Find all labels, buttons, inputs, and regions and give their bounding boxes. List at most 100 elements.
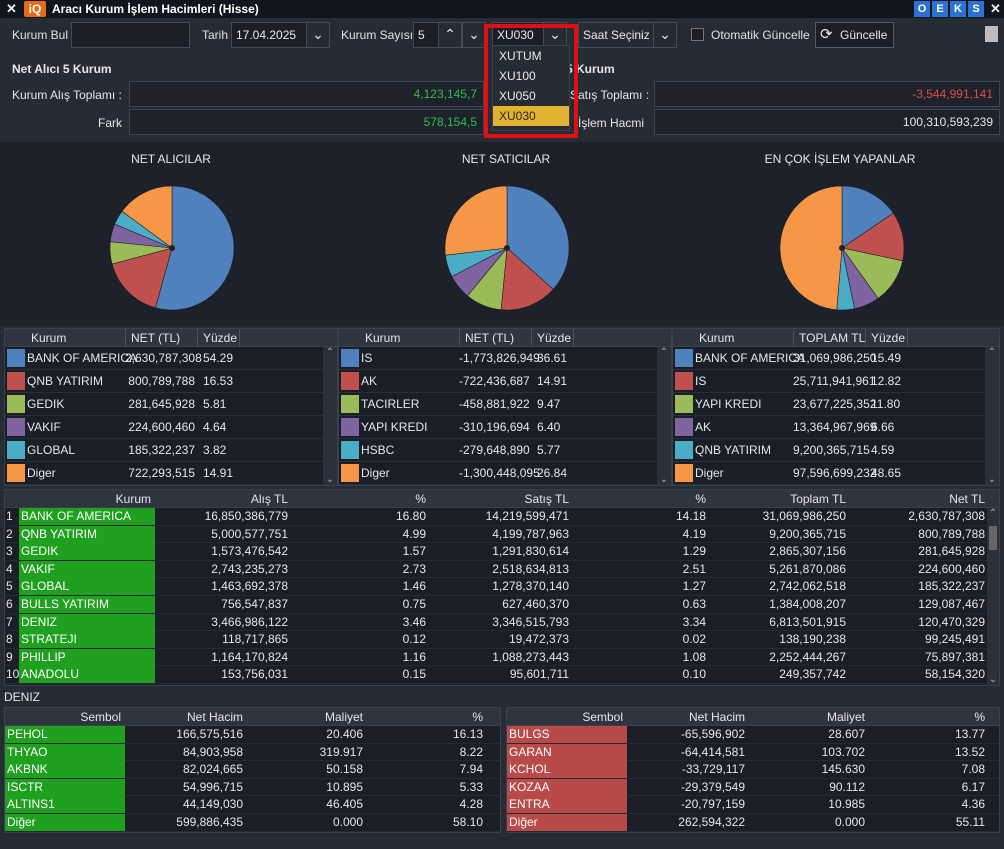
- dropdown-option[interactable]: XUTUM: [499, 49, 542, 63]
- guncelle-button[interactable]: ⟳ Güncelle: [815, 22, 894, 48]
- column-header[interactable]: Sembol: [582, 710, 623, 724]
- column-header[interactable]: NET (TL): [131, 331, 181, 345]
- scroll-thumb[interactable]: [989, 526, 997, 550]
- column-header[interactable]: Sembol: [80, 710, 121, 724]
- dropdown-option[interactable]: XU030: [493, 106, 569, 126]
- table-row[interactable]: Diğer 262,594,322 0.000 55.11: [507, 813, 999, 832]
- table-row[interactable]: YAPI KREDI -310,196,694 6.40: [339, 416, 671, 439]
- table-row[interactable]: Diğer 599,886,435 0.000 58.10: [5, 813, 500, 832]
- o-button[interactable]: O: [914, 1, 930, 17]
- table-row[interactable]: 6 BULLS YATIRIM 756,547,837 0.75 627,460,370…: [5, 595, 999, 614]
- table-row[interactable]: IS 25,711,941,961 12.82: [673, 370, 999, 393]
- e-button[interactable]: E: [932, 1, 948, 17]
- saat-dropdown-button[interactable]: ⌄: [653, 22, 677, 48]
- scroll-down-icon[interactable]: ⌄: [987, 474, 997, 485]
- table-row[interactable]: YAPI KREDI 23,677,225,352 11.80: [673, 393, 999, 416]
- window-close-icon[interactable]: ✕: [990, 1, 1001, 16]
- scroll-down-icon[interactable]: ⌄: [988, 674, 998, 685]
- table-row[interactable]: Diger 97,596,699,232 48.65: [673, 462, 999, 485]
- table-row[interactable]: QNB YATIRIM 9,200,365,715 4.59: [673, 439, 999, 462]
- table-row[interactable]: BANK OF AMERICA 2,630,787,308 54.29: [5, 347, 337, 370]
- saat-select[interactable]: Saat Seçiniz: [578, 22, 654, 48]
- table-row[interactable]: AK -722,436,687 14.91: [339, 370, 671, 393]
- table-row[interactable]: ISCTR 54,996,715 10.895 5.33: [5, 778, 500, 797]
- table-row[interactable]: KOZAA -29,379,549 90.112 6.17: [507, 778, 999, 797]
- table-row[interactable]: THYAO 84,903,958 319.917 8.22: [5, 743, 500, 762]
- table-row[interactable]: Diger -1,300,448,095 26.84: [339, 462, 671, 485]
- kurum-bul-input[interactable]: [71, 22, 190, 48]
- column-header[interactable]: %: [472, 710, 483, 724]
- table-row[interactable]: GARAN -64,414,581 103.702 13.52: [507, 743, 999, 762]
- column-header[interactable]: %: [415, 492, 426, 506]
- column-header[interactable]: Maliyet: [324, 710, 363, 724]
- vertical-scrollbar[interactable]: ⌃ ⌄: [987, 508, 999, 685]
- k-button[interactable]: K: [950, 1, 966, 17]
- column-header[interactable]: NET (TL): [465, 331, 515, 345]
- vertical-scrollbar[interactable]: ⌃ ⌄: [323, 347, 337, 485]
- tarih-dropdown-button[interactable]: ⌄: [306, 22, 330, 48]
- table-row[interactable]: 9 PHILLIP 1,164,170,824 1.16 1,088,273,443 1.…: [5, 648, 999, 667]
- table-row[interactable]: ENTRA -20,797,159 10.985 4.36: [507, 796, 999, 814]
- stepper-down-button[interactable]: ⌄: [462, 22, 486, 48]
- column-header[interactable]: %: [695, 492, 706, 506]
- kurum-sayisi-input[interactable]: 5: [413, 22, 439, 48]
- column-header[interactable]: Yüzde: [203, 331, 238, 345]
- scroll-up-icon[interactable]: ⌃: [988, 508, 998, 519]
- table-row[interactable]: IS -1,773,826,949 36.61: [339, 347, 671, 370]
- table-row[interactable]: 7 DENIZ 3,466,986,122 3.46 3,346,515,793 3.34…: [5, 613, 999, 632]
- column-header[interactable]: Kurum: [31, 331, 67, 345]
- dropdown-option[interactable]: XU100: [499, 69, 536, 83]
- table-row[interactable]: PEHOL 166,575,516 20.406 16.13: [5, 726, 500, 744]
- table-row[interactable]: HSBC -279,648,890 5.77: [339, 439, 671, 462]
- scroll-down-icon[interactable]: ⌄: [325, 474, 335, 485]
- table-row[interactable]: VAKIF 224,600,460 4.64: [5, 416, 337, 439]
- data-cell: 55.11: [955, 814, 985, 829]
- table-row[interactable]: AK 13,364,967,969 6.66: [673, 416, 999, 439]
- calculator-icon[interactable]: [985, 26, 998, 42]
- table-row[interactable]: Diger 722,293,515 14.91: [5, 462, 337, 485]
- column-header[interactable]: %: [974, 710, 985, 724]
- column-header[interactable]: TOPLAM TL: [799, 331, 866, 345]
- table-row[interactable]: AKBNK 82,024,665 50.158 7.94: [5, 761, 500, 779]
- scroll-up-icon[interactable]: ⌃: [987, 347, 997, 358]
- close-icon[interactable]: ✕: [6, 1, 17, 16]
- scroll-up-icon[interactable]: ⌃: [659, 347, 669, 358]
- column-header[interactable]: Satış TL: [524, 492, 569, 506]
- column-header[interactable]: Toplam TL: [790, 492, 846, 506]
- table-row[interactable]: 5 GLOBAL 1,463,692,378 1.46 1,278,370,140 1.2…: [5, 578, 999, 596]
- column-header[interactable]: Alış TL: [250, 492, 288, 506]
- vertical-scrollbar[interactable]: ⌃ ⌄: [985, 347, 999, 485]
- table-row[interactable]: QNB YATIRIM 800,789,788 16.53: [5, 370, 337, 393]
- oto-guncelle-checkbox[interactable]: [691, 28, 704, 41]
- table-row[interactable]: BANK OF AMERICA 31,069,986,250 15.49: [673, 347, 999, 370]
- column-header[interactable]: Maliyet: [826, 710, 865, 724]
- table-row[interactable]: 1 BANK OF AMERICA 16,850,386,779 16.80 14,21…: [5, 508, 999, 526]
- stepper-up-button[interactable]: ⌃: [438, 22, 462, 48]
- table-row[interactable]: GLOBAL 185,322,237 3.82: [5, 439, 337, 462]
- table-row[interactable]: 3 GEDIK 1,573,476,542 1.57 1,291,830,614 1.29…: [5, 543, 999, 561]
- table-row[interactable]: ALTINS1 44,149,030 46.405 4.28: [5, 796, 500, 814]
- table-row[interactable]: BULGS -65,596,902 28.607 13.77: [507, 726, 999, 744]
- column-divider: [793, 329, 794, 347]
- dropdown-option[interactable]: XU050: [499, 89, 536, 103]
- column-header[interactable]: Kurum: [365, 331, 401, 345]
- table-row[interactable]: KCHOL -33,729,117 145.630 7.08: [507, 761, 999, 779]
- column-header[interactable]: Net Hacim: [688, 710, 745, 724]
- column-header[interactable]: Kurum: [699, 331, 735, 345]
- table-row[interactable]: 10 ANADOLU 153,756,031 0.15 95,601,711 0.10 24…: [5, 666, 999, 684]
- column-header[interactable]: Yüzde: [871, 331, 906, 345]
- tarih-input[interactable]: 17.04.2025: [231, 22, 307, 48]
- column-header[interactable]: Yüzde: [537, 331, 572, 345]
- column-header[interactable]: Net TL: [949, 492, 985, 506]
- table-row[interactable]: 2 QNB YATIRIM 5,000,577,751 4.99 4,199,787,9…: [5, 525, 999, 544]
- scroll-up-icon[interactable]: ⌃: [325, 347, 335, 358]
- vertical-scrollbar[interactable]: ⌃ ⌄: [657, 347, 671, 485]
- s-button[interactable]: S: [968, 1, 984, 17]
- table-row[interactable]: TACIRLER -458,881,922 9.47: [339, 393, 671, 416]
- table-row[interactable]: GEDIK 281,645,928 5.81: [5, 393, 337, 416]
- column-header[interactable]: Net Hacim: [186, 710, 243, 724]
- column-header[interactable]: Kurum: [115, 492, 151, 506]
- table-row[interactable]: 8 STRATEJI 118,717,865 0.12 19,472,373 0.02 13…: [5, 631, 999, 649]
- scroll-down-icon[interactable]: ⌄: [659, 474, 669, 485]
- table-row[interactable]: 4 VAKIF 2,743,235,273 2.73 2,518,634,813 2.51…: [5, 560, 999, 579]
